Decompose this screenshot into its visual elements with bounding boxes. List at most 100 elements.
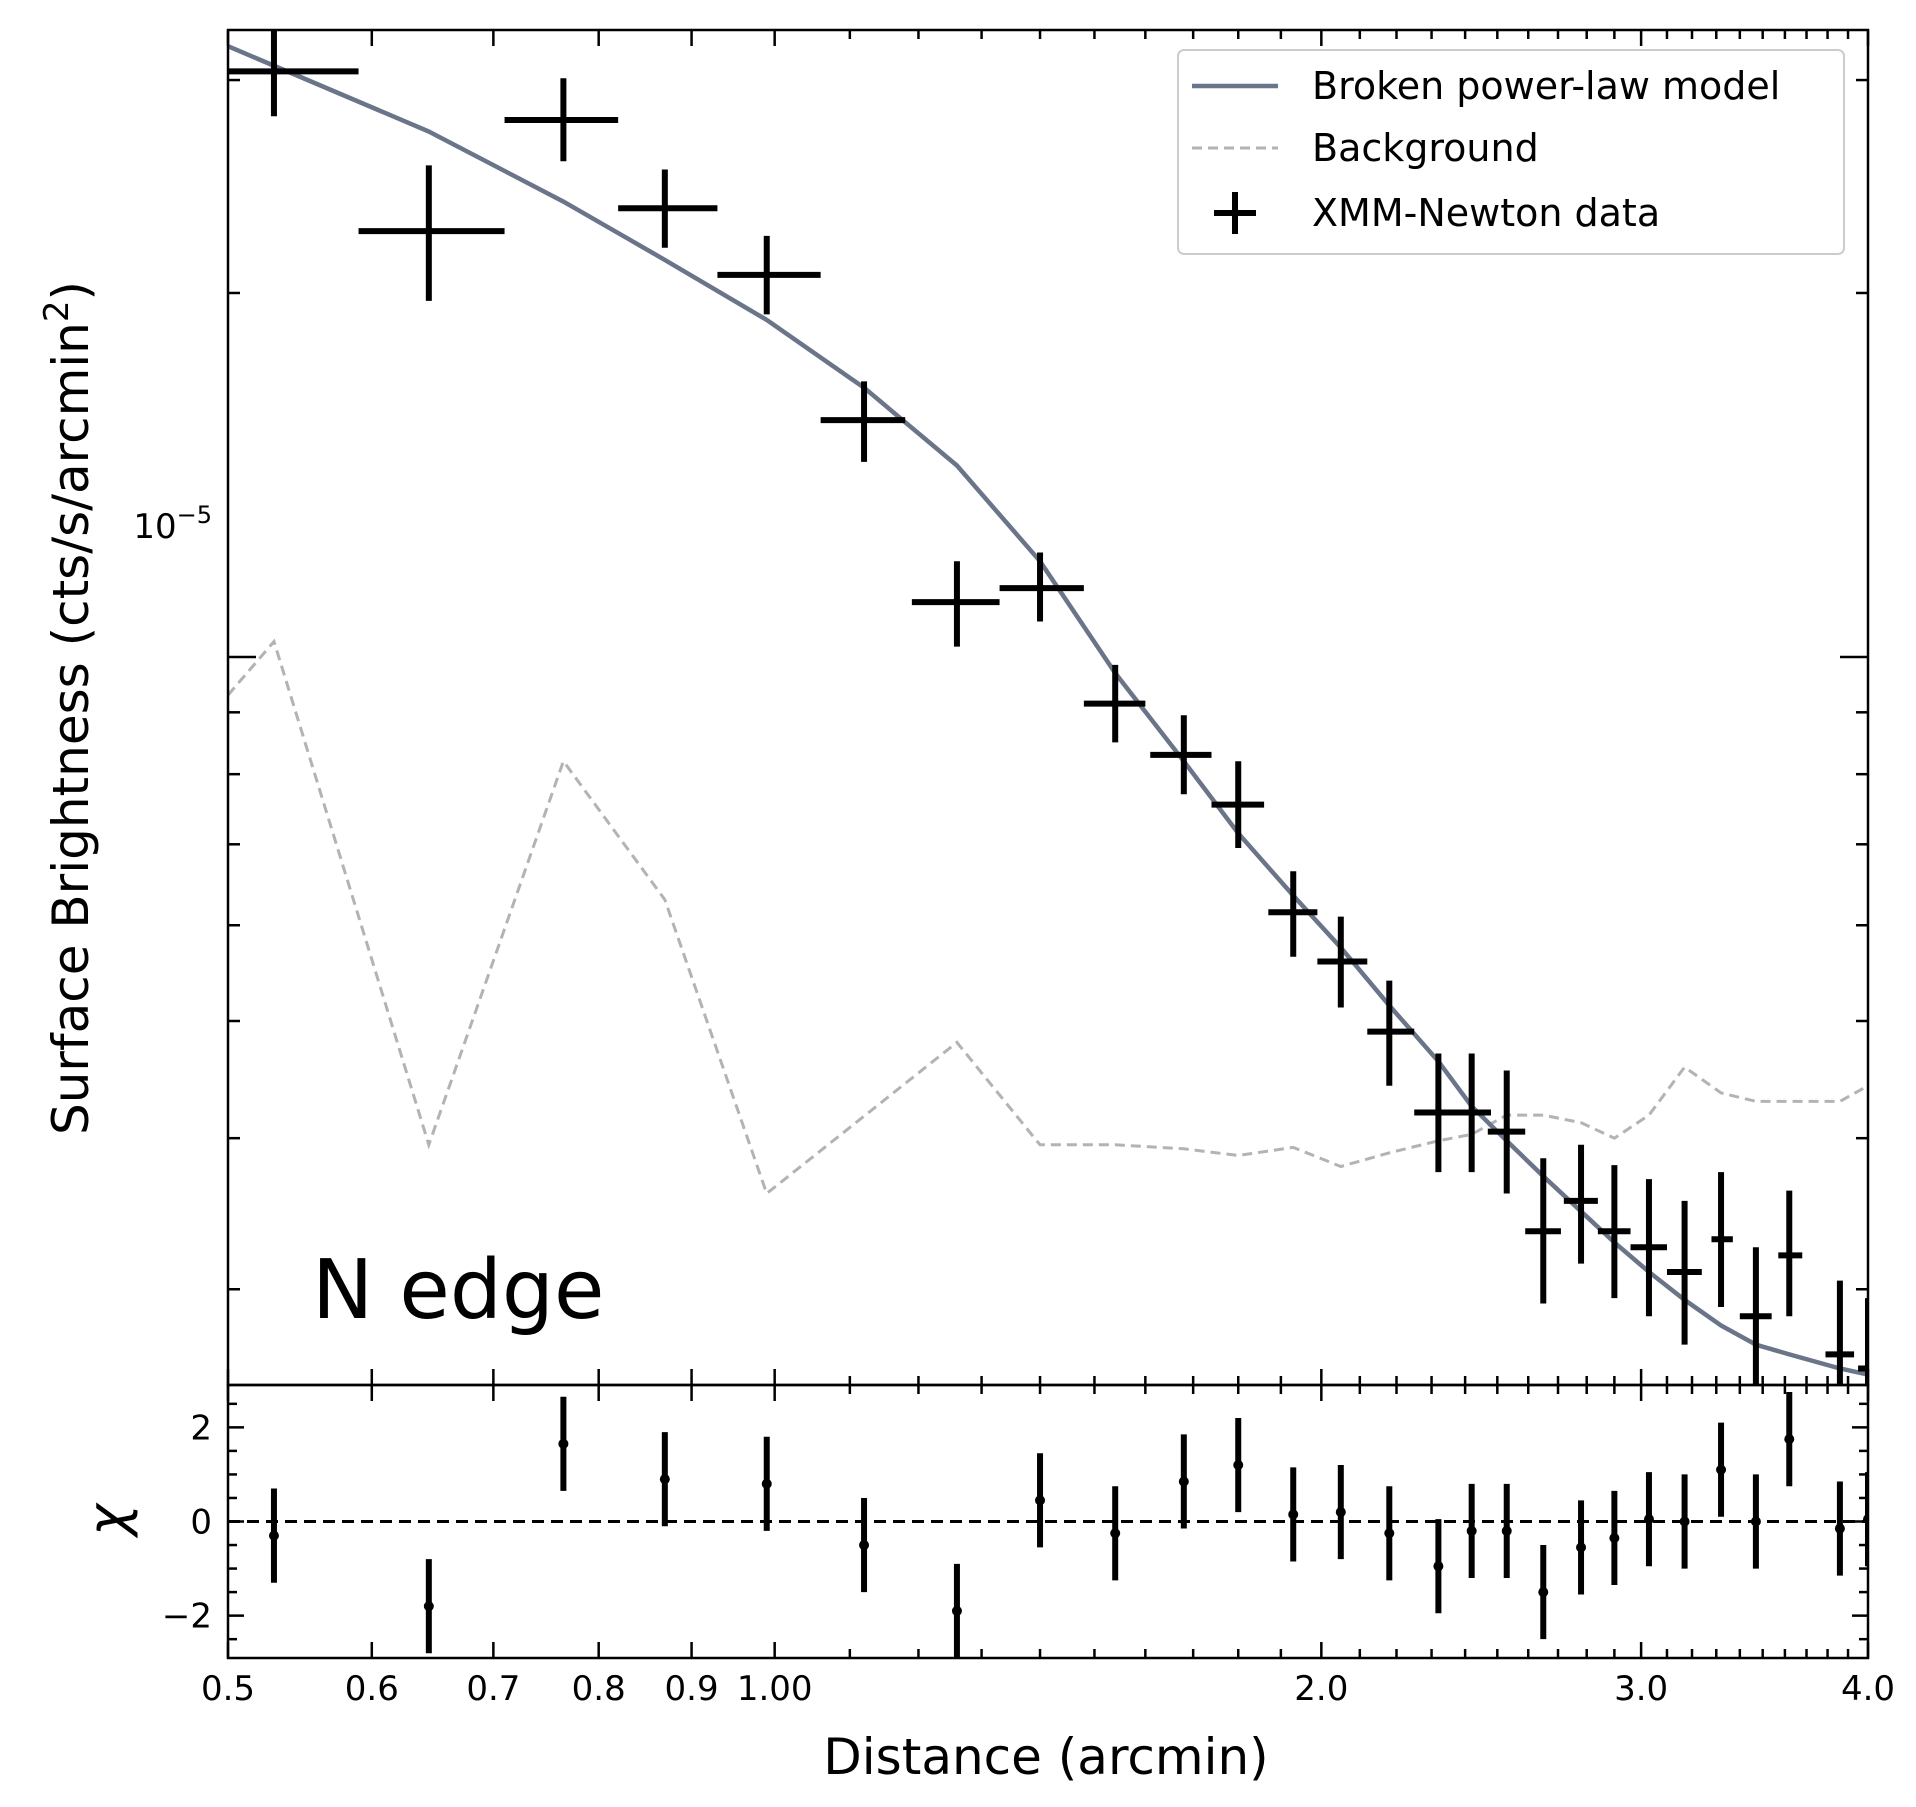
data-point-12 (1268, 871, 1318, 957)
residual-point-12 (1288, 1467, 1299, 1562)
data-point-21 (1630, 1179, 1667, 1317)
residual-point-13 (1335, 1465, 1346, 1560)
data-point-18 (1525, 1158, 1561, 1304)
residual-point-7 (951, 1563, 962, 1658)
top-panel-ticks (226, 30, 1870, 1385)
residual-point-5 (761, 1436, 772, 1531)
residual-point-15-dot (1433, 1561, 1444, 1572)
data-point-9 (1083, 664, 1146, 743)
residual-point-8-dot (1035, 1495, 1046, 1506)
data-point-1 (228, 30, 359, 117)
residual-point-13-dot (1335, 1507, 1346, 1518)
xtick-label-0.5: 0.5 (201, 1669, 255, 1709)
data-point-23 (1711, 1172, 1733, 1308)
x-axis-label: Distance (arcmin) (823, 1728, 1268, 1786)
ytick-label-0: 0 (190, 1503, 212, 1543)
residual-point-18-dot (1538, 1587, 1549, 1598)
data-point-6 (820, 381, 906, 462)
xtick-label-0.8: 0.8 (572, 1669, 626, 1709)
xtick-label-3.0: 3.0 (1614, 1669, 1668, 1709)
residual-point-2-dot (423, 1601, 434, 1612)
data-point-14 (1367, 980, 1415, 1086)
data-point-16 (1451, 1053, 1491, 1173)
residual-point-16 (1466, 1483, 1477, 1578)
data-point-10 (1150, 715, 1212, 795)
residual-point-16-dot (1466, 1525, 1477, 1536)
residual-point-24-dot (1750, 1516, 1761, 1527)
residual-point-21-dot (1643, 1514, 1654, 1525)
residual-point-10 (1178, 1434, 1189, 1529)
residual-point-21 (1643, 1472, 1654, 1567)
data-point-17 (1487, 1070, 1526, 1194)
residual-point-9-dot (1110, 1528, 1121, 1539)
ytick-label--2: −2 (162, 1597, 212, 1637)
residual-point-18 (1538, 1545, 1549, 1640)
residual-point-10-dot (1178, 1476, 1189, 1487)
data-point-20 (1597, 1165, 1631, 1299)
legend-data-label: XMM-Newton data (1312, 191, 1660, 235)
background-line (228, 638, 1868, 1196)
residual-point-6-dot (859, 1540, 870, 1551)
residual-point-7-dot (951, 1605, 962, 1616)
legend-data-swatch (1214, 192, 1256, 234)
residual-point-26-dot (1834, 1523, 1845, 1534)
residual-point-1 (268, 1488, 279, 1583)
data-point-11 (1211, 761, 1265, 849)
residual-point-15 (1433, 1519, 1444, 1614)
residual-point-24 (1750, 1474, 1761, 1569)
residual-point-14-dot (1384, 1528, 1395, 1539)
annotation-n-edge: N edge (312, 1243, 604, 1338)
residual-points (268, 1392, 1868, 1658)
residual-point-26 (1834, 1481, 1845, 1576)
ytick-label-1e-5: 10−5 (133, 501, 212, 547)
y-axis-label: Surface Brightness (cts/s/arcmin2) (37, 281, 100, 1135)
data-point-2 (358, 165, 505, 301)
xtick-label-0.7: 0.7 (466, 1669, 520, 1709)
residual-point-20-dot (1609, 1532, 1620, 1543)
data-point-4 (618, 169, 718, 248)
residual-point-25-dot (1784, 1434, 1795, 1445)
legend: Broken power-law model Background XMM-Ne… (1177, 49, 1845, 255)
residual-point-17 (1501, 1483, 1512, 1578)
data-point-3 (504, 78, 619, 162)
xtick-label-1.00: 1.00 (737, 1669, 813, 1709)
residual-point-3-dot (558, 1438, 569, 1449)
residual-point-17-dot (1501, 1525, 1512, 1536)
legend-background-label: Background (1312, 126, 1539, 170)
residual-point-11-dot (1233, 1460, 1244, 1471)
residual-point-4 (659, 1432, 670, 1527)
xtick-label-0.9: 0.9 (665, 1669, 719, 1709)
data-point-8 (999, 552, 1084, 622)
legend-model-label: Broken power-law model (1312, 64, 1780, 108)
residual-ytick-labels: −2 0 2 (162, 1408, 212, 1636)
residual-point-2 (423, 1559, 434, 1654)
residual-point-3 (558, 1396, 569, 1491)
bottom-panel-frame (226, 1383, 1870, 1660)
data-point-22 (1666, 1200, 1702, 1345)
residual-point-23-dot (1716, 1464, 1727, 1475)
residual-point-9 (1110, 1486, 1121, 1581)
residual-point-1-dot (268, 1530, 279, 1541)
residual-point-23 (1716, 1422, 1727, 1517)
residual-point-14 (1384, 1486, 1395, 1581)
xtick-label-0.6: 0.6 (345, 1669, 399, 1709)
data-point-5 (717, 235, 821, 315)
residual-point-19-dot (1576, 1542, 1587, 1553)
ytick-label-2: 2 (190, 1408, 212, 1448)
residual-point-6 (859, 1497, 870, 1593)
chi-axis-label: χ (76, 1502, 139, 1539)
residual-point-4-dot (659, 1474, 670, 1485)
residual-point-5-dot (761, 1478, 772, 1489)
residuals-panel: −2 0 2 0.5 0.6 0.7 0.8 0.9 1.00 2.0 3.0 4.0 χ Dist… (76, 1383, 1895, 1786)
xtick-labels: 0.5 0.6 0.7 0.8 0.9 1.00 2.0 3.0 4.0 (201, 1669, 1895, 1709)
residual-point-11 (1233, 1417, 1244, 1513)
xtick-label-2.0: 2.0 (1294, 1669, 1348, 1709)
xtick-label-4.0: 4.0 (1841, 1669, 1895, 1709)
residual-point-22-dot (1679, 1516, 1690, 1527)
residual-point-25 (1784, 1392, 1795, 1487)
data-point-24 (1739, 1247, 1772, 1385)
legend-frame (1177, 49, 1845, 255)
data-point-25 (1778, 1190, 1803, 1317)
residual-point-19 (1576, 1500, 1587, 1595)
